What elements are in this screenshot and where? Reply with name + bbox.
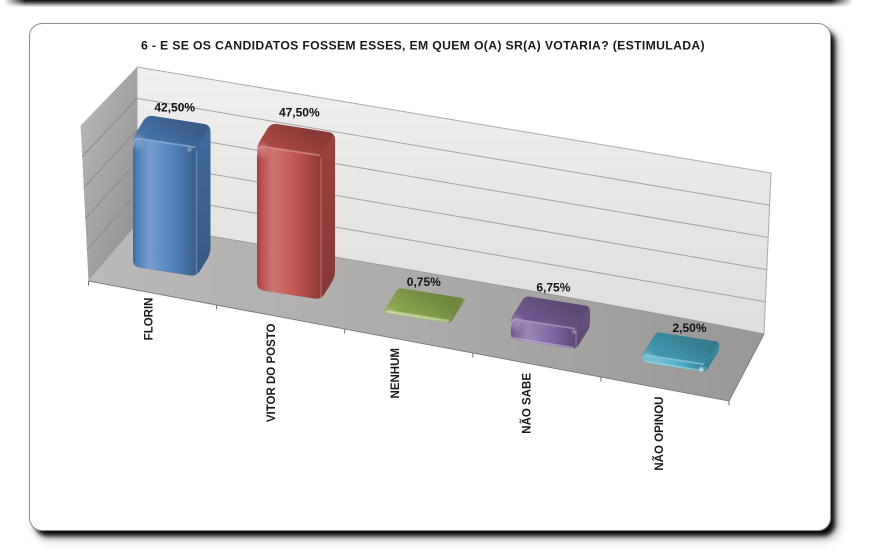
svg-text:2,50%: 2,50% — [672, 321, 706, 335]
svg-text:42,50%: 42,50% — [154, 101, 195, 115]
svg-text:VITOR DO POSTO: VITOR DO POSTO — [266, 323, 278, 422]
svg-text:6,75%: 6,75% — [536, 281, 570, 295]
svg-text:0,75%: 0,75% — [407, 275, 441, 289]
svg-text:6 - E SE OS CANDIDATOS FOSSEM: 6 - E SE OS CANDIDATOS FOSSEM ESSES, EM … — [141, 39, 705, 53]
svg-text:NÃO OPINOU: NÃO OPINOU — [653, 397, 666, 471]
svg-text:47,50%: 47,50% — [279, 106, 320, 120]
svg-text:NENHUM: NENHUM — [390, 348, 402, 398]
svg-text:NÃO SABE: NÃO SABE — [521, 373, 534, 434]
svg-text:FLORIN: FLORIN — [144, 298, 156, 341]
